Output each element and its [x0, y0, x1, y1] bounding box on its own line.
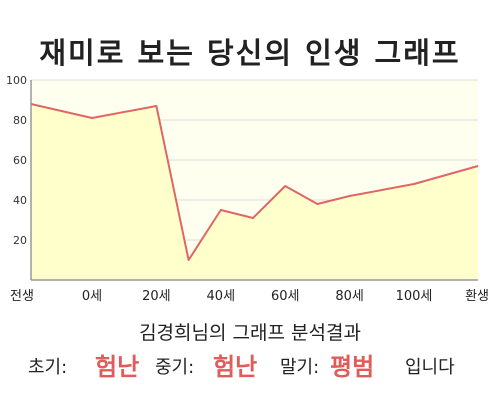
x-tick-label-6: 100세: [396, 289, 433, 304]
x-tick-label-0: 전생: [10, 289, 34, 304]
y-tick-label-40: 40: [13, 194, 27, 207]
x-tick-label-3: 40세: [207, 289, 236, 304]
early-label: 초기:: [28, 357, 68, 378]
x-tick-label-7: 환생: [465, 289, 489, 304]
x-tick-label-5: 80세: [335, 289, 364, 304]
analysis-subtitle: 김경희님의 그래프 분석결과: [139, 322, 361, 344]
series-line: [30, 103, 479, 261]
y-tick-label-60: 60: [13, 154, 27, 167]
x-tick-label-1: 0세: [82, 289, 102, 304]
early-value: 험난: [95, 353, 140, 381]
middle-value: 험난: [213, 353, 258, 381]
x-tick-labels: 전생 0세 20세 40세 60세 80세 100세 환생: [10, 289, 489, 304]
verdict-ending: 입니다: [405, 357, 455, 378]
y-tick-label-100: 100: [6, 74, 27, 87]
late-label: 말기:: [280, 357, 320, 378]
x-tick-label-2: 20세: [142, 289, 171, 304]
analysis-verdict: 초기: 험난 중기: 험난 말기: 평범 입니다: [0, 345, 500, 385]
y-tick-label-20: 20: [13, 234, 27, 247]
chart-title: 재미로 보는 당신의 인생 그래프: [39, 36, 461, 70]
y-tick-labels: 20 40 60 80 100: [6, 74, 27, 247]
y-tick-label-80: 80: [13, 114, 27, 127]
middle-label: 중기:: [155, 357, 195, 378]
late-value: 평범: [330, 353, 375, 381]
series-area: [31, 104, 478, 280]
x-tick-label-4: 60세: [271, 289, 300, 304]
life-graph-chart: 20 40 60 80 100 전생 0세 20세 40세 60세 80세 100세 환생: [6, 74, 489, 304]
